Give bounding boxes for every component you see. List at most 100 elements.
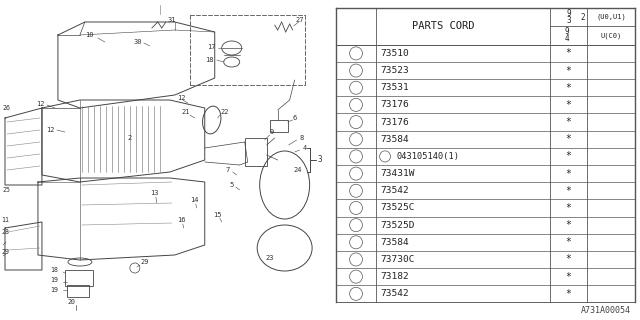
Circle shape <box>349 150 362 163</box>
Text: 043105140(1): 043105140(1) <box>397 152 460 161</box>
Text: PARTS CORD: PARTS CORD <box>412 21 474 31</box>
Circle shape <box>380 151 390 162</box>
Bar <box>65 270 93 286</box>
Text: 5: 5 <box>354 117 358 127</box>
Text: *: * <box>566 117 572 127</box>
Text: 73584: 73584 <box>380 238 409 247</box>
Text: 26: 26 <box>2 105 10 111</box>
Text: U(C0): U(C0) <box>601 32 622 39</box>
Text: 3: 3 <box>317 156 322 164</box>
Text: 73525C: 73525C <box>380 204 415 212</box>
Text: 4: 4 <box>354 100 358 109</box>
Text: *: * <box>566 186 572 196</box>
Text: 12: 12 <box>352 240 360 245</box>
Text: 20: 20 <box>68 299 76 305</box>
Text: 1: 1 <box>354 49 358 58</box>
Text: 73542: 73542 <box>380 289 409 298</box>
Text: 12: 12 <box>36 101 44 107</box>
Text: *: * <box>566 134 572 144</box>
Circle shape <box>349 184 362 197</box>
Circle shape <box>349 236 362 249</box>
Text: 13: 13 <box>150 190 159 196</box>
Circle shape <box>349 219 362 232</box>
Text: (U0,U1): (U0,U1) <box>596 14 626 20</box>
Text: 10: 10 <box>352 205 360 211</box>
Text: 6: 6 <box>354 135 358 144</box>
Text: 73531: 73531 <box>380 83 409 92</box>
Text: 11: 11 <box>352 223 360 228</box>
Text: *: * <box>566 254 572 264</box>
Text: 2: 2 <box>128 135 132 141</box>
Bar <box>244 138 267 166</box>
Text: 73431W: 73431W <box>380 169 415 178</box>
Text: 73523: 73523 <box>380 66 409 75</box>
Text: 73182: 73182 <box>380 272 409 281</box>
Circle shape <box>349 133 362 146</box>
Text: 73176: 73176 <box>380 100 409 109</box>
Text: S: S <box>383 154 387 159</box>
Text: *: * <box>566 203 572 213</box>
Circle shape <box>349 201 362 214</box>
Text: 73525D: 73525D <box>380 220 415 230</box>
Text: *: * <box>566 151 572 161</box>
Text: 24: 24 <box>293 167 302 173</box>
Bar <box>269 120 287 132</box>
Text: 9: 9 <box>564 27 570 36</box>
Text: *: * <box>566 220 572 230</box>
Text: 3: 3 <box>354 83 358 92</box>
Text: 9: 9 <box>269 129 274 135</box>
Circle shape <box>349 167 362 180</box>
Text: A731A00054: A731A00054 <box>580 306 630 315</box>
Text: 4: 4 <box>564 34 570 43</box>
Text: 9: 9 <box>354 186 358 195</box>
Text: 73584: 73584 <box>380 135 409 144</box>
Circle shape <box>349 81 362 94</box>
Text: 14: 14 <box>191 197 199 203</box>
Text: 21: 21 <box>182 109 190 115</box>
Text: 3: 3 <box>566 16 571 25</box>
Text: 18: 18 <box>50 267 58 273</box>
Text: 14: 14 <box>352 274 360 279</box>
Bar <box>67 285 89 297</box>
Circle shape <box>349 47 362 60</box>
Circle shape <box>349 253 362 266</box>
Text: 29: 29 <box>141 259 149 265</box>
Text: 19: 19 <box>50 277 58 283</box>
Text: *: * <box>566 83 572 93</box>
Text: *: * <box>566 169 572 179</box>
Text: 10: 10 <box>86 32 94 38</box>
Text: *: * <box>566 100 572 110</box>
Circle shape <box>349 64 362 77</box>
Text: *: * <box>566 48 572 58</box>
Text: 5: 5 <box>230 182 234 188</box>
Text: *: * <box>566 66 572 76</box>
Text: 73176: 73176 <box>380 117 409 127</box>
Text: 23: 23 <box>266 255 274 261</box>
Text: 17: 17 <box>207 44 216 50</box>
Text: *: * <box>566 272 572 282</box>
Text: 12: 12 <box>177 95 186 101</box>
Text: *: * <box>566 289 572 299</box>
Text: 6: 6 <box>292 115 297 121</box>
Text: 4: 4 <box>303 145 307 151</box>
Circle shape <box>349 116 362 129</box>
Text: 30: 30 <box>134 39 142 45</box>
Text: 11: 11 <box>1 217 9 223</box>
Text: 8: 8 <box>354 169 358 178</box>
Text: 31: 31 <box>168 17 176 23</box>
Text: 15: 15 <box>214 212 222 218</box>
Text: 28: 28 <box>1 229 9 235</box>
Text: 73730C: 73730C <box>380 255 415 264</box>
Text: 25: 25 <box>2 187 10 193</box>
Text: *: * <box>566 237 572 247</box>
Circle shape <box>349 287 362 300</box>
Text: 22: 22 <box>220 109 229 115</box>
Text: 2: 2 <box>580 13 585 22</box>
Text: 73510: 73510 <box>380 49 409 58</box>
Text: 19: 19 <box>50 287 58 293</box>
Text: 7: 7 <box>354 152 358 161</box>
Text: 12: 12 <box>45 127 54 133</box>
Circle shape <box>349 270 362 283</box>
Text: 7: 7 <box>225 167 230 173</box>
Text: 29: 29 <box>1 249 9 255</box>
